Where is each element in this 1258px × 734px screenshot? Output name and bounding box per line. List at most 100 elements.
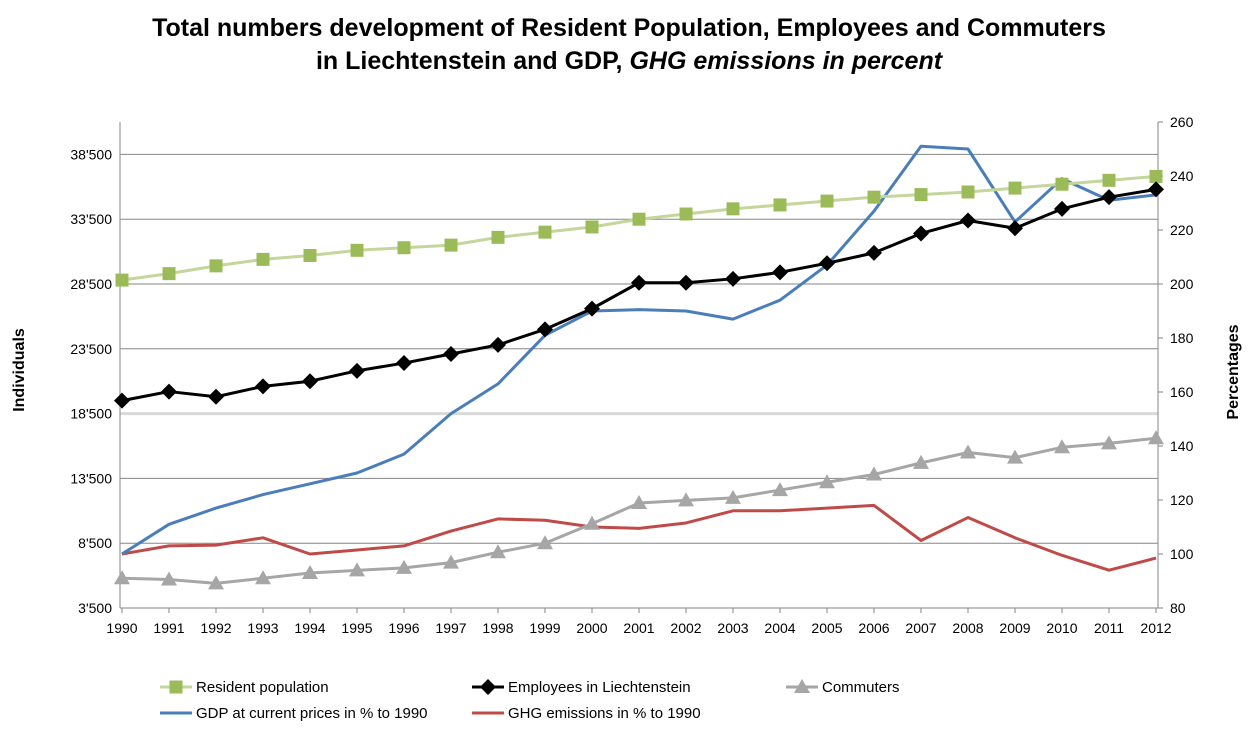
data-point [679,207,693,221]
x-tick-label: 2001 [623,620,654,636]
data-point [1149,169,1163,183]
data-point [725,489,741,504]
data-point [443,554,459,569]
data-point [1055,177,1069,191]
data-point [538,225,552,239]
y-right-tick-label: 200 [1170,276,1194,292]
series-line [121,144,1157,556]
data-point [208,575,224,590]
data-point [584,300,600,317]
data-point [913,225,929,242]
data-point [773,198,787,212]
x-tick-label: 2005 [811,620,842,636]
data-point [1101,435,1117,450]
x-tick-label: 1997 [435,620,466,636]
data-point [866,466,882,481]
series-line [121,174,1157,282]
series-line [121,503,1157,572]
data-point [725,270,741,287]
data-point [209,259,223,273]
tick-labels: 3'500 8'500 13'500 18'500 23'500 28'500 33'500… [70,114,1193,636]
series-lines [121,144,1157,585]
x-tick-label: 1998 [482,620,513,636]
data-point [396,559,412,574]
data-point [349,362,365,379]
data-point [303,248,317,262]
chart-title-line-2: in Liechtenstein and GDP, GHG emissions … [0,45,1258,78]
y-left-tick-label: 23'500 [70,341,112,357]
data-point [1054,439,1070,454]
data-point [961,185,975,199]
x-tick-label: 2007 [905,620,936,636]
data-point [678,274,694,291]
chart-title-line-2b: GHG emissions in percent [629,47,943,75]
data-point [960,212,976,229]
legend-label: Resident population [196,679,329,696]
data-point [349,562,365,577]
data-point [162,267,176,281]
data-point [114,570,130,585]
y-axis-right-title: Percentages [1225,324,1242,419]
y-left-tick-label: 13'500 [70,470,112,486]
data-point [490,544,506,559]
data-point [161,571,177,586]
y-right-tick-label: 80 [1170,600,1186,616]
data-point [115,273,129,287]
x-tick-label: 1992 [200,620,231,636]
data-point [867,190,881,204]
y-axis-left-title: Individuals [11,328,28,412]
y-right-tick-label: 160 [1170,384,1194,400]
legend: Resident population Employees in Liechten… [160,679,900,722]
data-point [584,515,600,530]
data-point [585,220,599,234]
y-right-tick-label: 120 [1170,492,1194,508]
data-point [1008,181,1022,195]
data-point [255,378,271,395]
y-left-tick-label: 3'500 [78,600,112,616]
data-point [396,355,412,372]
x-tick-label: 1999 [529,620,560,636]
x-tick-label: 1991 [153,620,184,636]
data-point [1148,430,1164,445]
data-point [1102,173,1116,187]
x-tick-label: 2000 [576,620,607,636]
data-point [302,373,318,390]
data-point [1054,200,1070,217]
series-line [121,436,1157,585]
legend-label: Employees in Liechtenstein [508,679,691,696]
data-point [820,194,834,208]
data-point [397,241,411,255]
x-tick-label: 2008 [952,620,983,636]
data-point [1148,181,1164,198]
x-tick-label: 2011 [1094,620,1124,636]
data-point [1101,189,1117,206]
y-left-tick-label: 18'500 [70,406,112,422]
legend-label: Commuters [822,679,900,696]
data-point [537,321,553,338]
series-markers [114,169,1164,590]
data-point [350,243,364,257]
x-tick-label: 2004 [764,620,795,636]
x-tick-label: 1996 [388,620,419,636]
x-tick-label: 1993 [247,620,278,636]
x-tick-label: 1995 [341,620,372,636]
data-point [726,202,740,216]
data-point [114,392,130,409]
data-point [914,188,928,202]
data-point [819,255,835,272]
legend-marker [794,679,810,693]
data-point [255,570,271,585]
data-point [1007,449,1023,464]
y-left-tick-label: 38'500 [70,146,112,162]
data-point [678,492,694,507]
data-point [302,565,318,580]
x-tick-label: 2010 [1046,620,1077,636]
data-point [537,535,553,550]
data-point [632,212,646,226]
y-right-tick-label: 240 [1170,168,1194,184]
chart-title-line-1: Total numbers development of Resident Po… [152,14,1106,42]
x-tick-label: 1994 [294,620,325,636]
data-point [444,238,458,252]
data-point [631,274,647,291]
data-point [913,454,929,469]
